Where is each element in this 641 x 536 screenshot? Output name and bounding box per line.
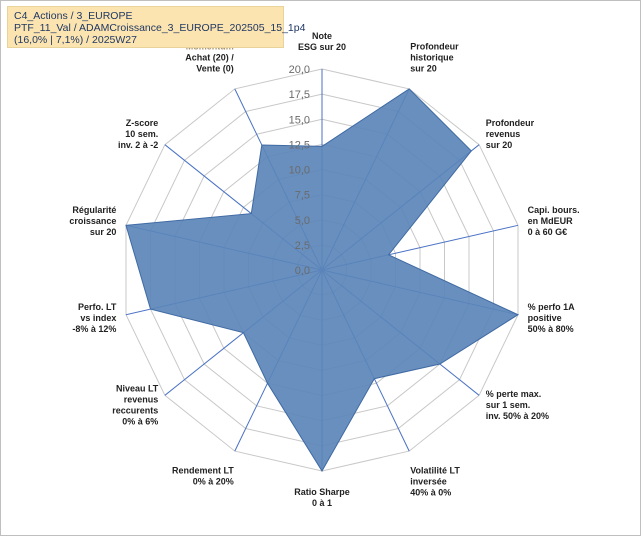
tick-label: 7,5 (295, 190, 310, 202)
axis-label-line: Note (312, 31, 332, 41)
axis-label-line: 50% à 80% (528, 324, 574, 334)
axis-label-line: 0% à 20% (193, 477, 234, 487)
axis-label-line: Achat (20) / (185, 53, 234, 63)
axis-label-line: 0% à 6% (122, 416, 158, 426)
axis-label-line: ESG sur 20 (298, 42, 346, 52)
axis-label-line: historique (410, 53, 454, 63)
axis-label-line: -8% à 12% (72, 324, 116, 334)
axis-label-line: 0 à 60 G€ (528, 227, 568, 237)
axis-label-line: sur 1 sem. (486, 400, 531, 410)
chart-title-line-3: (16,0% | 7,1%) / 2025W27 (14, 34, 137, 46)
radar-series (125, 88, 520, 472)
axis-label-line: croissance (69, 216, 116, 226)
tick-label: 12,5 (289, 139, 310, 151)
axis-label-line: reccurents (112, 405, 158, 415)
axis-label: % perte max.sur 1 sem.inv. 50% à 20% (486, 389, 549, 421)
axis-label-line: 0 à 1 (312, 498, 332, 508)
tick-label: 2,5 (295, 240, 310, 252)
series-area (125, 88, 520, 472)
axis-label-line: % perfo 1A (528, 302, 576, 312)
axis-label-line: Capi. bours. (528, 205, 580, 215)
tick-label: 20,0 (289, 64, 310, 76)
axis-label-line: inv. 2 à -2 (118, 140, 158, 150)
axis-label-line: 10 sem. (125, 129, 158, 139)
axis-label-line: en MdEUR (528, 216, 574, 226)
tick-label: 0,0 (295, 265, 310, 277)
axis-label-line: Profondeur (410, 42, 459, 52)
axis-label-line: sur 20 (410, 64, 437, 74)
axis-label: Rendement LT0% à 20% (172, 466, 234, 487)
axis-label-line: inv. 50% à 20% (486, 411, 549, 421)
axis-label-line: vs index (80, 313, 116, 323)
chart-title-box: C4_Actions / 3_EUROPE PTF_11_Val / ADAMC… (7, 6, 305, 48)
axis-label-line: Niveau LT (116, 383, 159, 393)
axis-label-line: 40% à 0% (410, 488, 451, 498)
axis-label-line: sur 20 (486, 140, 513, 150)
axis-label-line: Volatilité LT (410, 466, 460, 476)
chart-title-line-2: PTF_11_Val / ADAMCroissance_3_EUROPE_202… (14, 22, 306, 34)
axis-label-line: sur 20 (90, 227, 117, 237)
axis-label-line: Régularité (72, 205, 116, 215)
tick-label: 5,0 (295, 215, 310, 227)
axis-label-line: Perfo. LT (78, 302, 117, 312)
axis-label-line: Ratio Sharpe (294, 487, 350, 497)
axis-label-line: Z-score (126, 118, 159, 128)
axis-label-line: revenus (486, 129, 521, 139)
tick-label: 15,0 (289, 114, 310, 126)
radial-tick-labels: 0,0 2,5 5,0 7,5 10,0 12,5 15,0 17,5 20,0 (289, 64, 310, 277)
chart-title-line-1: C4_Actions / 3_EUROPE (14, 10, 133, 22)
axis-label-line: revenus (124, 394, 159, 404)
axis-label-line: positive (528, 313, 562, 323)
axis-label-line: % perte max. (486, 389, 542, 399)
tick-label: 17,5 (289, 89, 310, 101)
axis-label-line: inversée (410, 477, 447, 487)
tick-label: 10,0 (289, 165, 310, 177)
axis-label-line: Vente (0) (196, 64, 234, 74)
axis-label-line: Rendement LT (172, 466, 234, 476)
axis-label-line: Profondeur (486, 118, 535, 128)
